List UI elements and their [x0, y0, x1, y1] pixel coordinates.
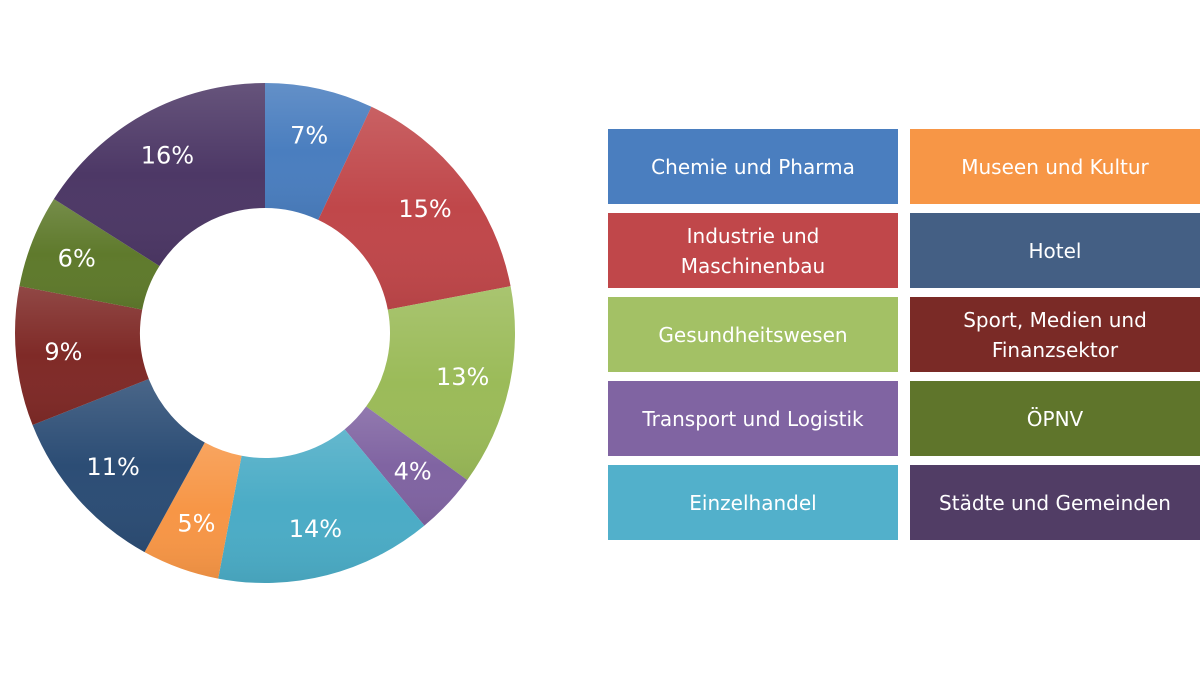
slice-percent-label: 9%	[44, 338, 82, 366]
slice-percent-label: 6%	[58, 244, 96, 272]
legend-item-oepnv: ÖPNV	[910, 381, 1200, 456]
donut-slice-shade	[32, 379, 205, 553]
legend-item-gesundheitswesen: Gesundheitswesen	[608, 297, 898, 372]
legend-item-sport-medien-finanz: Sport, Medien und Finanzsektor	[910, 297, 1200, 372]
donut-slice-shade	[344, 406, 468, 526]
legend-item-chemie-pharma: Chemie und Pharma	[608, 129, 898, 204]
donut-slice-shade	[265, 83, 372, 220]
slice-percent-label: 7%	[290, 121, 328, 149]
donut-slice-shade	[144, 442, 242, 579]
slice-percent-label: 11%	[86, 453, 139, 481]
donut-slice-shade	[366, 286, 515, 480]
legend: Chemie und Pharma Museen und Kultur Indu…	[608, 129, 1200, 540]
donut-slice-shade	[218, 429, 425, 583]
legend-item-staedte-gemeinden: Städte und Gemeinden	[910, 465, 1200, 540]
donut-chart: 7% 15% 13% 4% 14% 5% 11% 9% 6% 16%	[14, 83, 515, 583]
slice-percent-label: 16%	[141, 142, 194, 170]
legend-item-transport-logistik: Transport und Logistik	[608, 381, 898, 456]
slice-percent-label: 4%	[394, 458, 432, 486]
donut-slice-shade	[53, 83, 266, 267]
donut-slice-shade	[14, 286, 149, 426]
slice-percent-label: 15%	[398, 195, 451, 223]
slice-percent-label: 5%	[177, 510, 215, 538]
legend-item-einzelhandel: Einzelhandel	[608, 465, 898, 540]
donut-slice-shade	[318, 106, 511, 310]
legend-item-museen-kultur: Museen und Kultur	[910, 129, 1200, 204]
legend-item-hotel: Hotel	[910, 213, 1200, 288]
slice-percent-label: 13%	[436, 363, 489, 391]
donut-slice-shade	[19, 199, 160, 310]
slice-percent-label: 14%	[289, 515, 342, 543]
legend-item-industrie-maschinenbau: Industrie und Maschinenbau	[608, 213, 898, 288]
